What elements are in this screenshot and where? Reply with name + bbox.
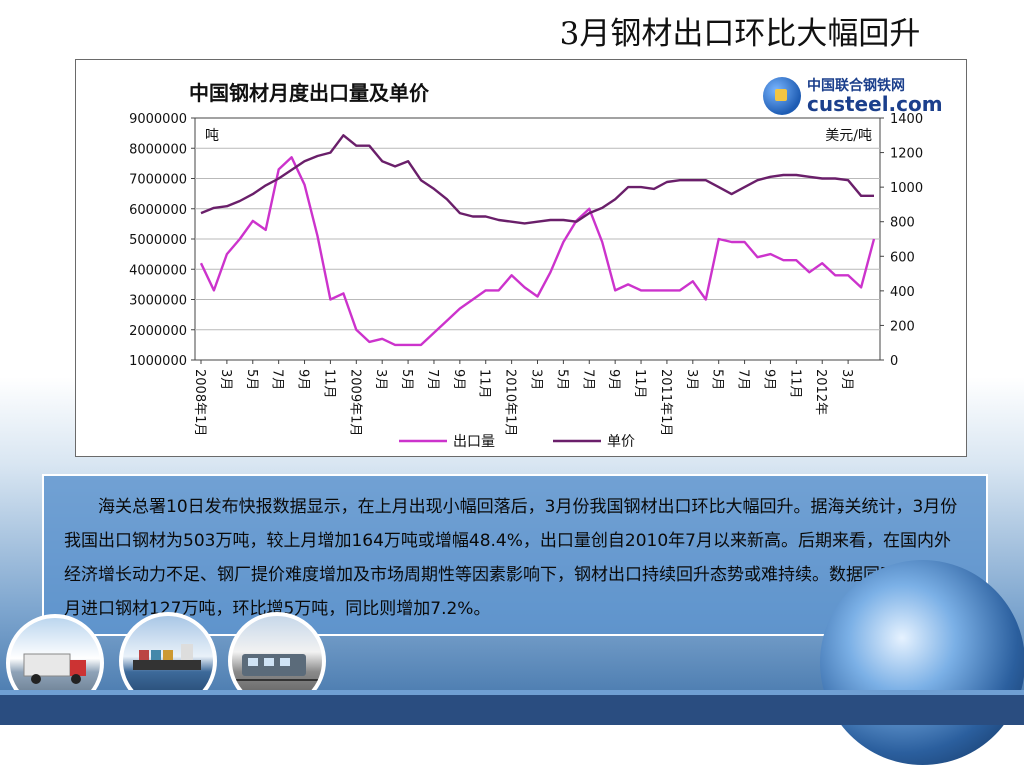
plot-area: 9000000 8000000 7000000 6000000 5000000 40000… (129, 112, 923, 450)
left-tick-label: 1000000 (129, 354, 187, 369)
x-tick-label: 9月 (451, 369, 466, 390)
x-tick-label: 5月 (244, 369, 259, 390)
legend-label: 单价 (607, 434, 635, 450)
right-tick-label: 600 (890, 250, 915, 265)
left-tick-label: 4000000 (129, 263, 187, 278)
x-tick-label: 11月 (787, 369, 802, 399)
series-line-export-volume (199, 156, 876, 347)
left-tick-label: 3000000 (129, 294, 187, 309)
legend-label: 出口量 (453, 434, 495, 450)
x-tick-label: 9月 (606, 369, 621, 390)
slide-title: 3月钢材出口环比大幅回升 (559, 16, 921, 52)
export-chart: 中国钢材月度出口量及单价 9000000 8000000 7000000 600000… (129, 81, 923, 450)
right-axis-unit: 美元/吨 (825, 128, 872, 144)
train-icon (236, 654, 318, 681)
x-tick-label: 2011年1月 (658, 369, 673, 436)
x-tick-label: 2009年1月 (347, 369, 362, 436)
chart-title: 中国钢材月度出口量及单价 (189, 81, 430, 105)
x-tick-label: 7月 (270, 369, 285, 390)
x-tick-label: 2008年1月 (192, 369, 207, 436)
x-tick-label: 3月 (218, 369, 233, 390)
x-tick-label: 5月 (399, 369, 414, 390)
right-tick-label: 800 (890, 216, 915, 231)
series-line-unit-price (200, 134, 874, 225)
x-tick-label: 7月 (425, 369, 440, 390)
x-tick-label: 7月 (736, 369, 751, 390)
x-tick-label: 11月 (632, 369, 647, 399)
x-tick-label: 11月 (321, 369, 336, 399)
right-tick-label: 1000 (890, 181, 923, 196)
chart-frame: 中国钢材月度出口量及单价 9000000 8000000 7000000 600000… (75, 59, 967, 457)
x-tick-label: 2010年1月 (503, 369, 518, 436)
left-tick-label: 8000000 (129, 142, 187, 157)
x-tick-label: 3月 (529, 369, 544, 390)
right-tick-label: 0 (890, 354, 898, 369)
x-tick-label: 3月 (684, 369, 699, 390)
logo-en-text: custeel.com (807, 92, 943, 116)
x-tick-label: 3月 (839, 369, 854, 390)
x-tick-label: 11月 (477, 369, 492, 399)
left-tick-label: 9000000 (129, 112, 187, 127)
globe-decoration (820, 560, 1024, 765)
summary-text: 海关总署10日发布快报数据显示，在上月出现小幅回落后，3月份我国钢材出口环比大幅… (64, 497, 959, 619)
custeel-logo: 中国联合钢铁网 custeel.com (763, 75, 948, 117)
left-tick-label: 7000000 (129, 173, 187, 188)
right-tick-label: 400 (890, 285, 915, 300)
x-tick-label: 3月 (373, 369, 388, 390)
x-tick-label: 9月 (761, 369, 776, 390)
logo-globe-icon (763, 77, 801, 115)
right-tick-label: 1400 (890, 112, 923, 127)
truck-icon (23, 653, 86, 684)
x-tick-label: 7月 (580, 369, 595, 390)
x-tick-label: 9月 (296, 369, 311, 390)
left-tick-label: 2000000 (129, 324, 187, 339)
left-tick-label: 6000000 (129, 203, 187, 218)
right-tick-label: 200 (890, 319, 915, 334)
x-tick-label: 2012年 (813, 369, 828, 415)
x-tick-label: 5月 (554, 369, 569, 390)
bottom-bar (0, 690, 1024, 725)
logo-cn-text: 中国联合钢铁网 (807, 78, 905, 94)
right-tick-label: 1200 (890, 147, 923, 162)
summary-text-box: 海关总署10日发布快报数据显示，在上月出现小幅回落后，3月份我国钢材出口环比大幅… (42, 474, 988, 636)
left-axis-unit: 吨 (205, 128, 219, 144)
x-tick-label: 5月 (710, 369, 725, 390)
cargo-ship-icon (133, 644, 201, 670)
left-tick-label: 5000000 (129, 233, 187, 248)
